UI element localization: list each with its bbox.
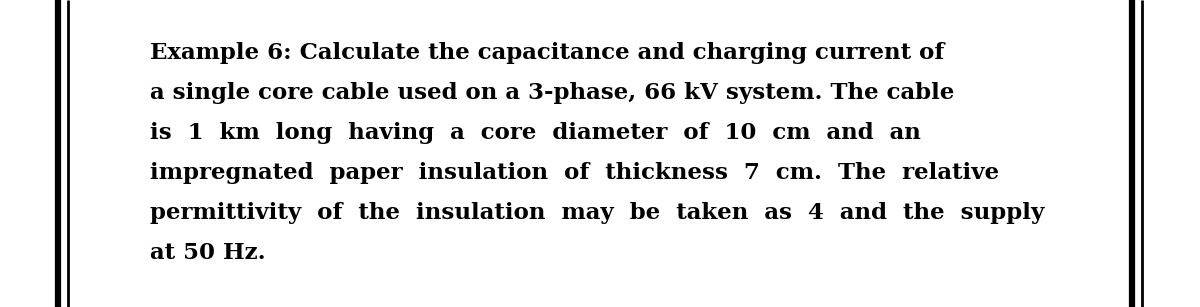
Text: is  1  km  long  having  a  core  diameter  of  10  cm  and  an: is 1 km long having a core diameter of 1… [150, 122, 920, 144]
Text: at 50 Hz.: at 50 Hz. [150, 242, 265, 264]
Text: a single core cable used on a 3-phase, 66 kV system. The cable: a single core cable used on a 3-phase, 6… [150, 82, 954, 104]
Text: impregnated  paper  insulation  of  thickness  7  cm.  The  relative: impregnated paper insulation of thicknes… [150, 162, 1000, 184]
Text: permittivity  of  the  insulation  may  be  taken  as  4  and  the  supply: permittivity of the insulation may be ta… [150, 202, 1044, 224]
Text: Example 6: Calculate the capacitance and charging current of: Example 6: Calculate the capacitance and… [150, 42, 944, 64]
